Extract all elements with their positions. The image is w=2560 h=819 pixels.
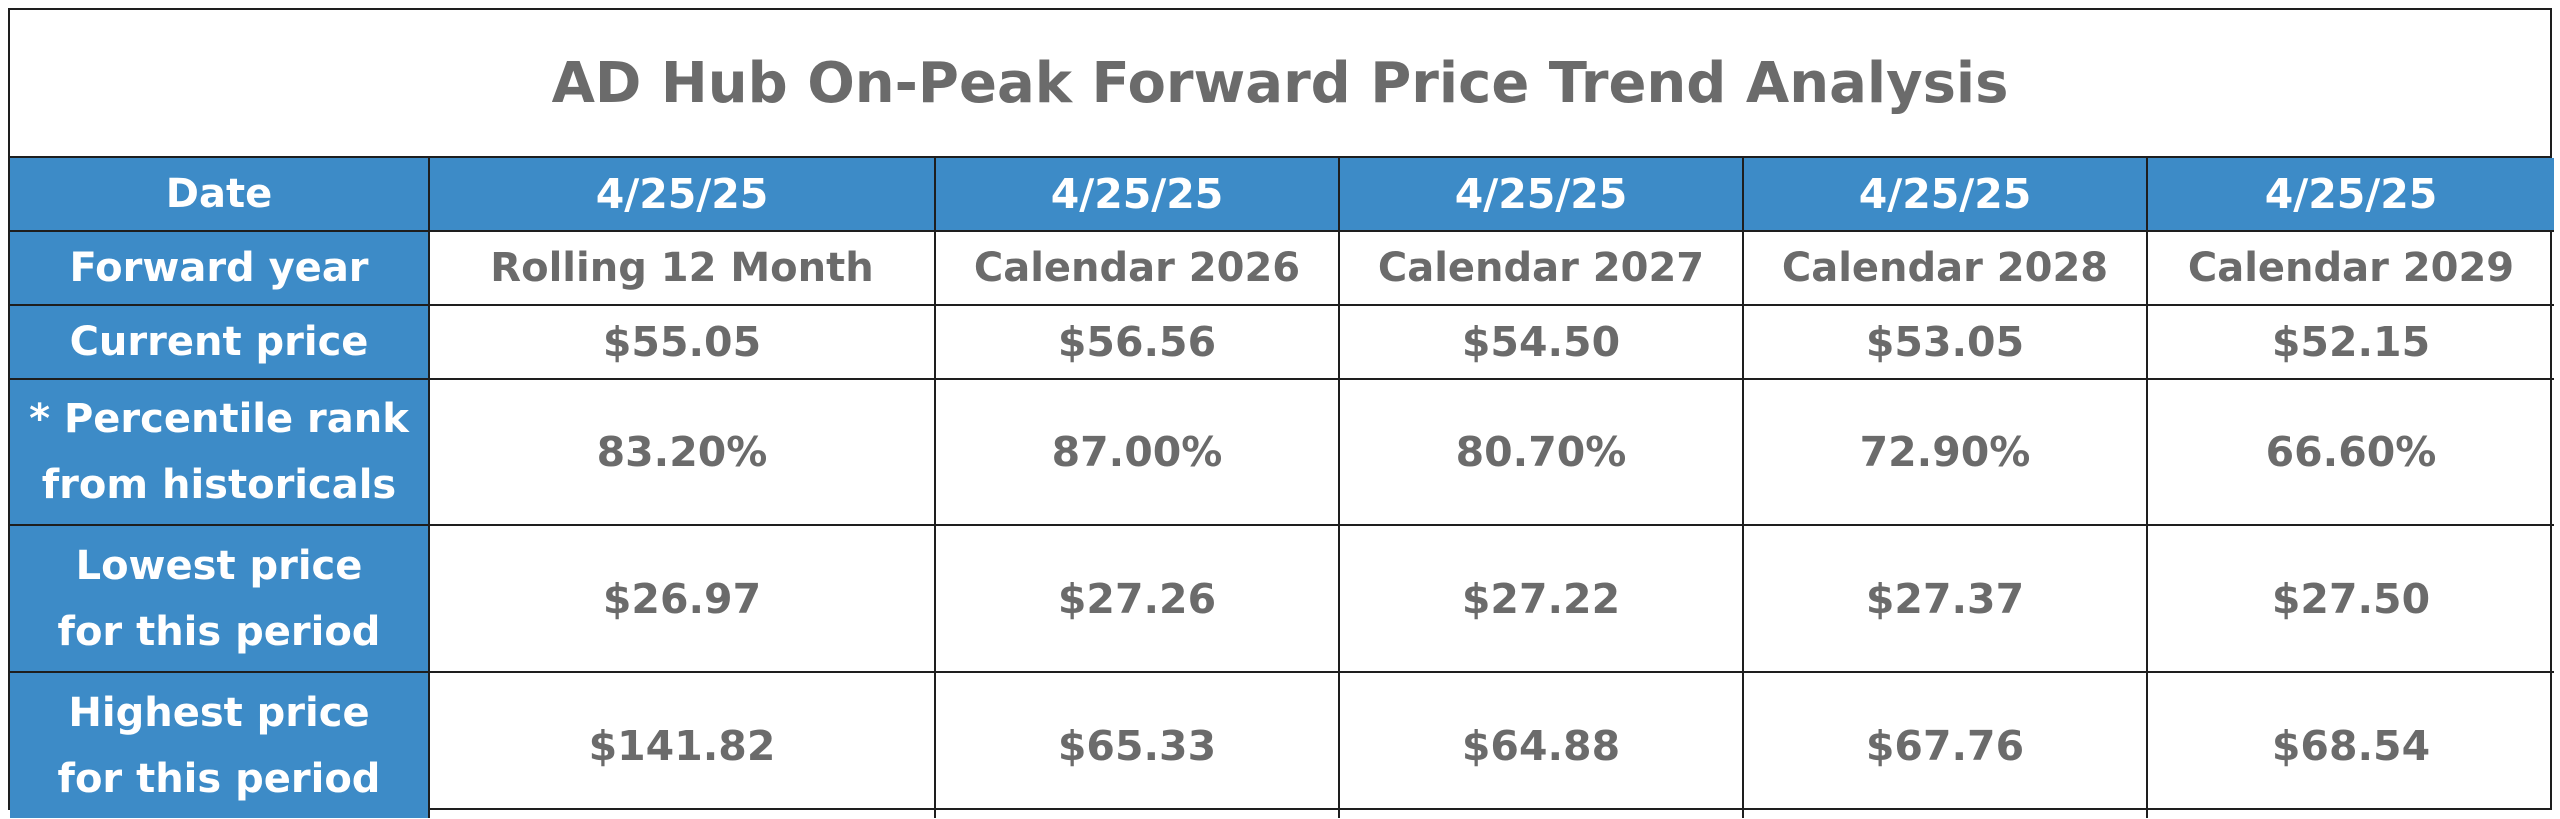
percentile-rank-cell: 87.00% bbox=[934, 378, 1340, 526]
forward-year-cell: Calendar 2029 bbox=[2146, 230, 2554, 306]
date-cell: 4/25/25 bbox=[1742, 158, 2148, 232]
percentile-rank-cell: 66.60% bbox=[2146, 378, 2554, 526]
forward-year-row: Forward year Rolling 12 Month Calendar 2… bbox=[10, 230, 2554, 306]
highest-price-cell: $64.88 bbox=[1338, 671, 1744, 818]
highest-price-cell: $65.33 bbox=[934, 671, 1340, 818]
percentile-rank-label-line1: * Percentile rank bbox=[29, 396, 409, 442]
lowest-price-row: Lowest price for this period $26.97 $27.… bbox=[10, 524, 2554, 673]
current-price-cell: $52.15 bbox=[2146, 304, 2554, 380]
date-label: Date bbox=[10, 158, 430, 232]
lowest-price-cell: $27.26 bbox=[934, 524, 1340, 673]
lowest-price-label-line2: for this period bbox=[57, 608, 381, 655]
percentile-rank-label: * Percentile rank from historicals bbox=[10, 378, 430, 526]
current-price-row: Current price $55.05 $56.56 $54.50 $53.0… bbox=[10, 304, 2554, 380]
lowest-price-cell: $27.22 bbox=[1338, 524, 1744, 673]
current-price-cell: $53.05 bbox=[1742, 304, 2148, 380]
highest-price-label-line1: Highest price bbox=[68, 689, 370, 736]
forward-price-table: Date 4/25/25 4/25/25 4/25/25 4/25/25 4/2… bbox=[10, 158, 2554, 818]
forward-year-cell: Rolling 12 Month bbox=[428, 230, 936, 306]
highest-price-label-line2: for this period bbox=[57, 755, 381, 802]
percentile-rank-cell: 72.90% bbox=[1742, 378, 2148, 526]
current-price-cell: $54.50 bbox=[1338, 304, 1744, 380]
lowest-price-cell: $27.37 bbox=[1742, 524, 2148, 673]
date-cell: 4/25/25 bbox=[1338, 158, 1744, 232]
percentile-rank-cell: 80.70% bbox=[1338, 378, 1744, 526]
lowest-price-label: Lowest price for this period bbox=[10, 524, 430, 673]
lowest-price-label-line1: Lowest price bbox=[75, 542, 363, 589]
highest-price-label: Highest price for this period bbox=[10, 671, 430, 818]
percentile-rank-label-line2: from historicals bbox=[41, 462, 397, 508]
date-row: Date 4/25/25 4/25/25 4/25/25 4/25/25 4/2… bbox=[10, 158, 2554, 232]
highest-price-cell: $68.54 bbox=[2146, 671, 2554, 818]
current-price-label: Current price bbox=[10, 304, 430, 380]
forward-year-cell: Calendar 2027 bbox=[1338, 230, 1744, 306]
highest-price-cell: $67.76 bbox=[1742, 671, 2148, 818]
current-price-cell: $55.05 bbox=[428, 304, 936, 380]
date-cell: 4/25/25 bbox=[934, 158, 1340, 232]
lowest-price-cell: $26.97 bbox=[428, 524, 936, 673]
forward-year-cell: Calendar 2026 bbox=[934, 230, 1340, 306]
current-price-cell: $56.56 bbox=[934, 304, 1340, 380]
lowest-price-cell: $27.50 bbox=[2146, 524, 2554, 673]
table-title: AD Hub On-Peak Forward Price Trend Analy… bbox=[10, 10, 2550, 158]
date-cell: 4/25/25 bbox=[2146, 158, 2554, 232]
percentile-rank-cell: 83.20% bbox=[428, 378, 936, 526]
price-trend-table-frame: AD Hub On-Peak Forward Price Trend Analy… bbox=[8, 8, 2554, 818]
percentile-rank-row: * Percentile rank from historicals 83.20… bbox=[10, 378, 2554, 526]
date-cell: 4/25/25 bbox=[428, 158, 936, 232]
forward-year-cell: Calendar 2028 bbox=[1742, 230, 2148, 306]
highest-price-cell: $141.82 bbox=[428, 671, 936, 818]
forward-year-label: Forward year bbox=[10, 230, 430, 306]
highest-price-row: Highest price for this period $141.82 $6… bbox=[10, 671, 2554, 818]
